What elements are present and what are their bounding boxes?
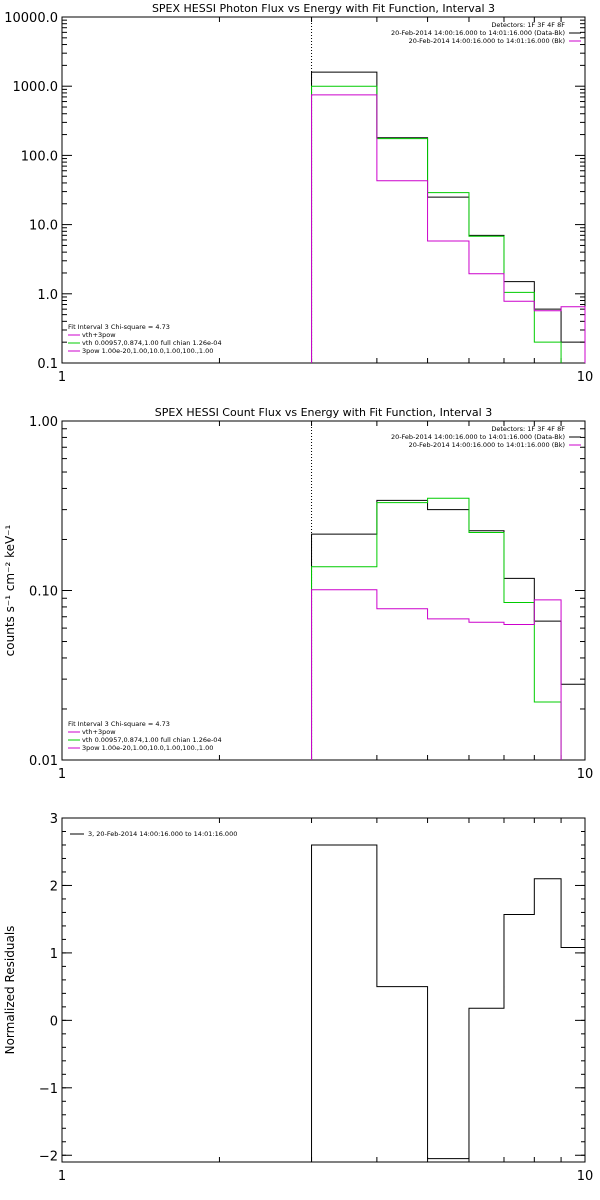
series-step-line-0: [311, 71, 586, 363]
x-tick-label: 1: [58, 767, 66, 782]
y-tick-label: 1.0: [37, 288, 58, 303]
legend-text: 3, 20-Feb-2014 14:00:16.000 to 14:01:16.…: [88, 830, 237, 838]
legend-text: vth+3pow: [82, 728, 116, 736]
y-axis-label: counts s⁻¹ cm⁻² keV⁻¹: [3, 524, 17, 656]
legend-text: vth+3pow: [82, 331, 116, 339]
legend-text: Detectors: 1F 3F 4F 8F: [491, 21, 565, 29]
plot-frame: [61, 817, 586, 1163]
legend-text: 20-Feb-2014 14:00:16.000 to 14:01:16.000…: [409, 441, 565, 449]
legend-text: 3pow 1.00e-20,1.00,10.0,1.00,100.,1.00: [82, 744, 213, 752]
plot-frame: [61, 420, 586, 761]
legend-text: Fit Interval 3 Chi-square = 4.73: [68, 720, 170, 728]
x-tick-label: 1: [58, 370, 66, 385]
y-tick-label: 1: [50, 947, 58, 962]
legend-text: Detectors: 1F 3F 4F 8F: [491, 425, 565, 433]
y-tick-label: 3: [50, 812, 58, 827]
series-step-line-2: [311, 589, 562, 760]
legend-text: vth 0.00957,0.874,1.00 full chian 1.26e-…: [82, 339, 222, 347]
y-tick-label: 0.1: [37, 357, 58, 372]
series-step-line-2: [311, 94, 586, 363]
plot-frame: [61, 16, 586, 364]
y-tick-label: 1.00: [29, 415, 58, 430]
chart-title: SPEX HESSI Photon Flux vs Energy with Fi…: [152, 2, 495, 15]
legend-text: Fit Interval 3 Chi-square = 4.73: [68, 323, 170, 331]
chart-title: SPEX HESSI Count Flux vs Energy with Fit…: [155, 406, 492, 419]
y-tick-label: 0.01: [29, 754, 58, 769]
legend-text: 3pow 1.00e-20,1.00,10.0,1.00,100.,1.00: [82, 347, 213, 355]
legend-text: 20-Feb-2014 14:00:16.000 to 14:01:16.000…: [391, 29, 565, 37]
legend-text: 20-Feb-2014 14:00:16.000 to 14:01:16.000…: [409, 37, 565, 45]
y-tick-label: 10000.0: [4, 11, 58, 26]
y-tick-label: 100.0: [21, 149, 58, 164]
x-tick-label: 10: [577, 767, 594, 782]
residuals-panel: Normalized Residuals 1 10 −2 −1 0 1 2 3 3, 20-Feb…: [3, 812, 593, 1184]
series-step-line-1: [311, 85, 562, 363]
y-tick-label: 0.10: [29, 585, 58, 600]
series-step-line-0: [311, 499, 586, 760]
x-tick-label: 10: [577, 370, 594, 385]
series-step-line-0: [311, 844, 586, 1162]
x-tick-label: 10: [577, 1169, 594, 1184]
y-tick-label: 10.0: [29, 219, 58, 234]
x-tick-label: 1: [58, 1169, 66, 1184]
legend-text: 20-Feb-2014 14:00:16.000 to 14:01:16.000…: [391, 433, 565, 441]
legend-text: vth 0.00957,0.874,1.00 full chian 1.26e-…: [82, 736, 222, 744]
photon-flux-panel: SPEX HESSI Photon Flux vs Energy with Fi…: [4, 2, 593, 385]
y-tick-label: −2: [39, 1149, 58, 1164]
series-step-line-1: [311, 497, 562, 760]
y-axis-label: Normalized Residuals: [3, 926, 17, 1055]
y-tick-label: 1000.0: [13, 80, 59, 95]
count-flux-panel: SPEX HESSI Count Flux vs Energy with Fit…: [3, 406, 593, 782]
y-tick-label: 2: [50, 879, 58, 894]
y-tick-label: −1: [39, 1082, 58, 1097]
y-tick-label: 0: [50, 1014, 58, 1029]
